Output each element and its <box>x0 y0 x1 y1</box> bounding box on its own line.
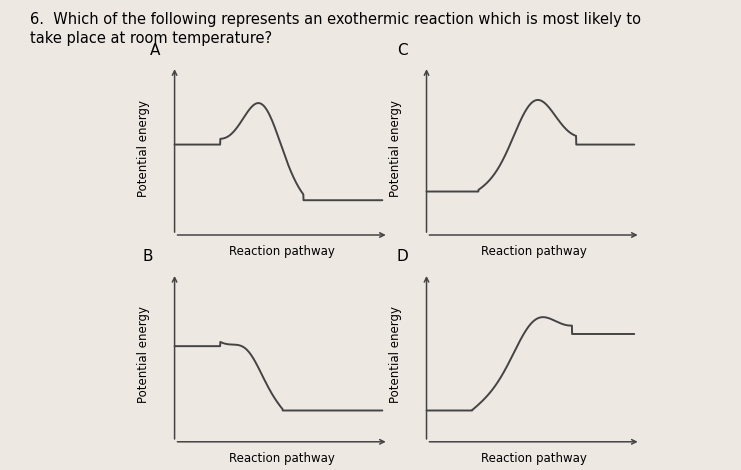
Text: B: B <box>143 250 153 265</box>
Text: take place at room temperature?: take place at room temperature? <box>30 31 272 46</box>
Text: Reaction pathway: Reaction pathway <box>481 245 586 258</box>
Text: Potential energy: Potential energy <box>137 100 150 196</box>
Text: 6.  Which of the following represents an exothermic reaction which is most likel: 6. Which of the following represents an … <box>30 12 641 27</box>
Text: Potential energy: Potential energy <box>389 100 402 196</box>
Text: Potential energy: Potential energy <box>389 306 402 403</box>
Text: Reaction pathway: Reaction pathway <box>229 452 334 465</box>
Text: Potential energy: Potential energy <box>137 306 150 403</box>
Text: Reaction pathway: Reaction pathway <box>481 452 586 465</box>
Text: Reaction pathway: Reaction pathway <box>229 245 334 258</box>
Text: A: A <box>150 43 160 58</box>
Text: D: D <box>396 250 408 265</box>
Text: C: C <box>397 43 408 58</box>
